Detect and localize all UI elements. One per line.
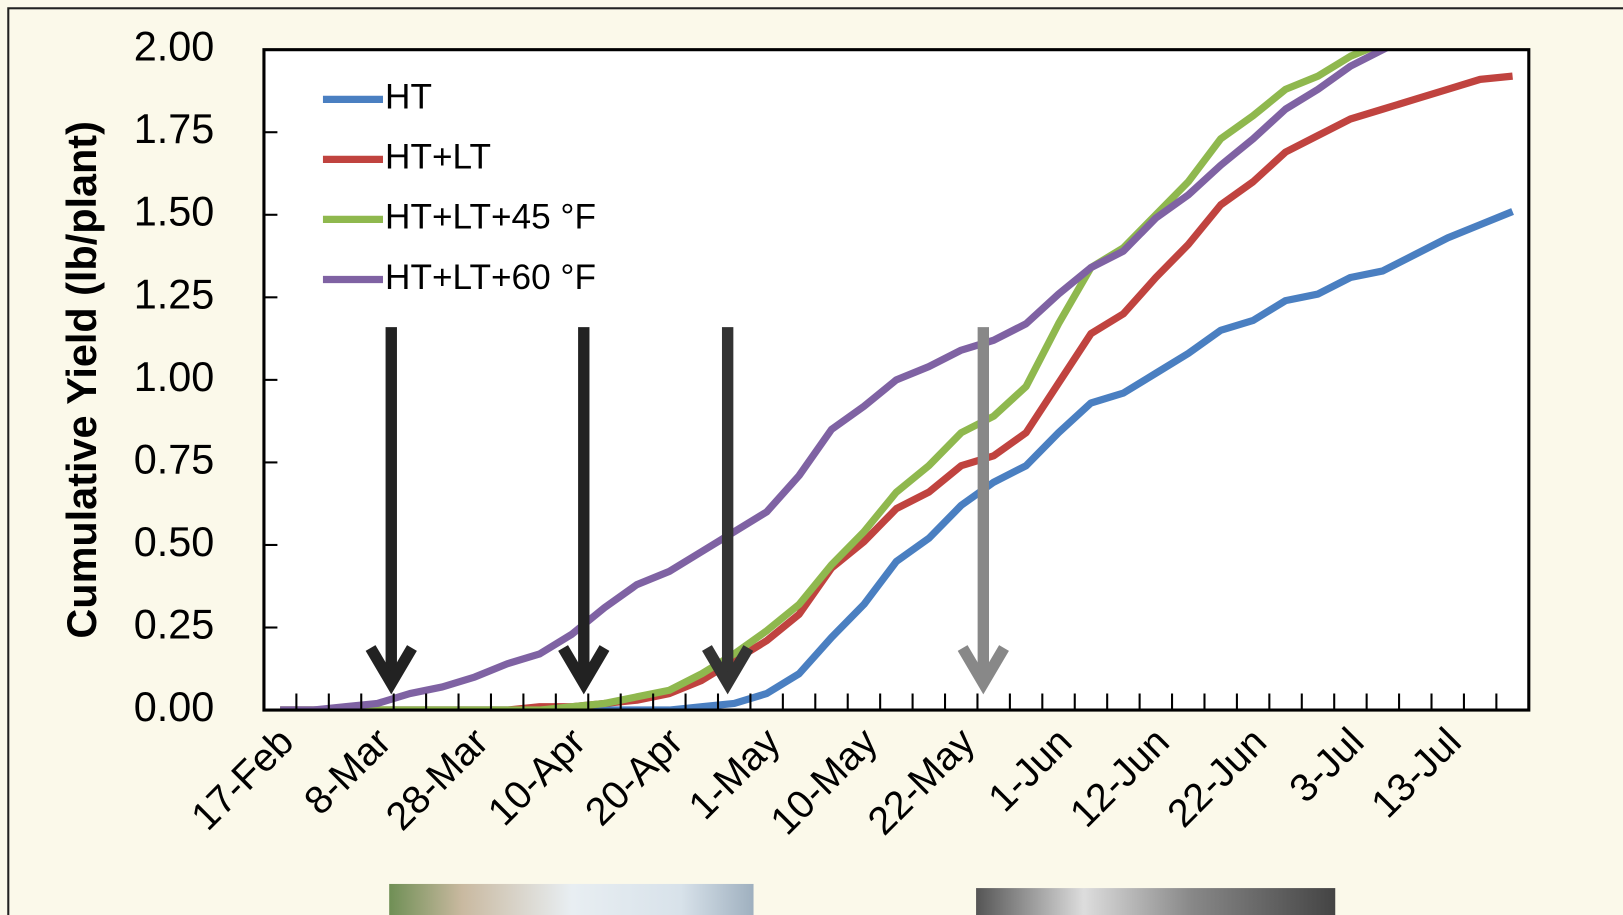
y-tick-label: 0.25 [134,601,215,647]
y-tick-label: 0.50 [134,519,215,565]
y-axis-title: Cumulative Yield (lb/plant) [59,121,105,638]
y-tick-label: 0.00 [134,684,215,730]
legend-label: HT+LT+60 °F [385,258,596,297]
y-tick-label: 1.00 [134,354,215,400]
y-tick-label: 0.75 [134,436,215,482]
legend-label: HT+LT [385,138,491,177]
y-tick-label: 1.50 [134,189,215,235]
legend-label: HT+LT+45 °F [385,198,596,237]
y-tick-label: 1.75 [134,106,215,152]
chart: Cumulative Yield (lb/plant) 0.00 0.25 0.50… [0,0,1623,915]
y-tick-label: 2.00 [134,24,215,70]
legend-label: HT [385,78,432,117]
photo [389,884,753,915]
y-tick-label: 1.25 [134,271,215,317]
photo [976,888,1335,915]
page: {"chart_data": { "type": "line", "y_labe… [0,0,1623,915]
